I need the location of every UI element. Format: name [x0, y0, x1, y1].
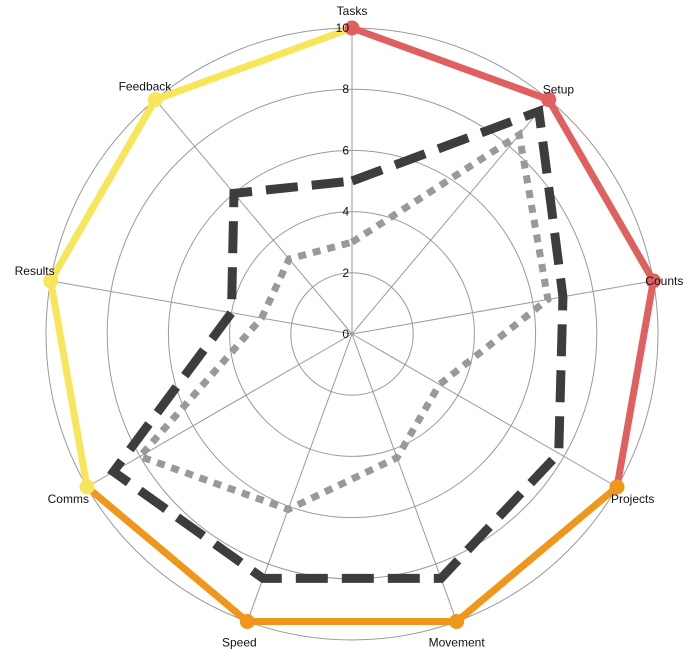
spoke-counts	[351, 280, 654, 335]
axis-label-speed: Speed	[222, 636, 257, 650]
dashed-series-line	[107, 105, 568, 583]
outer-series-point	[147, 92, 163, 108]
spoke-setup	[351, 99, 550, 335]
spoke-results	[50, 280, 353, 335]
spoke-comms	[86, 333, 353, 488]
axis-label-tasks: Tasks	[337, 4, 368, 18]
outer-series-segment	[613, 277, 657, 491]
tick-label-0: 0	[342, 327, 349, 341]
outer-series-segment	[348, 24, 553, 104]
outer-series-point	[79, 479, 95, 495]
outer-series-segment	[83, 483, 251, 626]
axis-label-setup: Setup	[543, 83, 575, 97]
axis-label-results: Results	[15, 264, 55, 278]
spoke-speed	[246, 333, 353, 622]
labels-layer: 0 2 4 6 8 10 Tasks Setup Counts Projects Movement S…	[15, 4, 684, 650]
spoke-movement	[351, 333, 458, 622]
tick-label-8: 8	[342, 82, 349, 96]
outer-series-point	[541, 92, 557, 108]
tick-label-6: 6	[342, 143, 349, 157]
axis-label-comms: Comms	[48, 492, 89, 506]
spoke-projects	[351, 333, 618, 488]
tick-label-4: 4	[342, 205, 349, 219]
spoke-feedback	[154, 99, 353, 335]
dotted-series-line	[133, 128, 552, 514]
outer-series-segment	[453, 483, 621, 626]
outer-series-point	[43, 273, 59, 289]
axis-label-feedback: Feedback	[119, 80, 173, 94]
outer-series-point	[239, 614, 255, 630]
outer-series-point	[344, 20, 360, 36]
axis-label-counts: Counts	[645, 274, 683, 288]
outer-series-segment	[545, 96, 657, 285]
outer-series-point	[449, 614, 465, 630]
outer-series-segment	[47, 96, 159, 285]
tick-label-2: 2	[342, 266, 349, 280]
outer-series-segment	[151, 24, 356, 104]
outer-series-point	[645, 273, 661, 289]
outer-series-point	[609, 479, 625, 495]
outer-series-segment	[47, 277, 91, 491]
series-layer	[43, 20, 661, 630]
axis-label-projects: Projects	[611, 492, 654, 506]
axis-label-movement: Movement	[429, 636, 486, 650]
tick-label-10: 10	[336, 21, 350, 35]
